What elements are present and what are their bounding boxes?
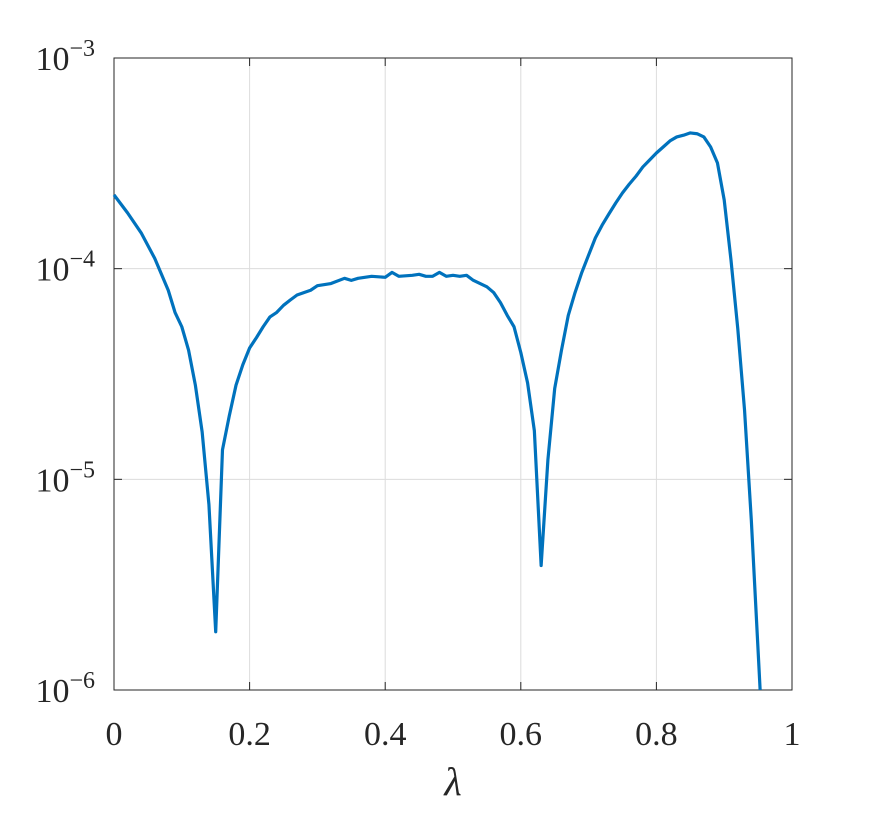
x-tick-label: 0.4 — [364, 716, 407, 753]
x-tick-label: 0.6 — [500, 716, 543, 753]
x-axis-label: λ — [443, 759, 461, 804]
y-tick-label: 10−6 — [35, 668, 95, 710]
x-tick-label: 0.2 — [228, 716, 271, 753]
data-line — [112, 131, 762, 691]
y-tick-label: 10−4 — [35, 247, 95, 289]
x-tick-label: 1 — [784, 716, 801, 753]
x-tick-label: 0.8 — [635, 716, 678, 753]
plot-frame — [113, 57, 793, 691]
y-tick-label: 10−3 — [35, 36, 95, 78]
y-tick-label: 10−5 — [35, 457, 95, 499]
x-tick-label: 0 — [106, 716, 123, 753]
